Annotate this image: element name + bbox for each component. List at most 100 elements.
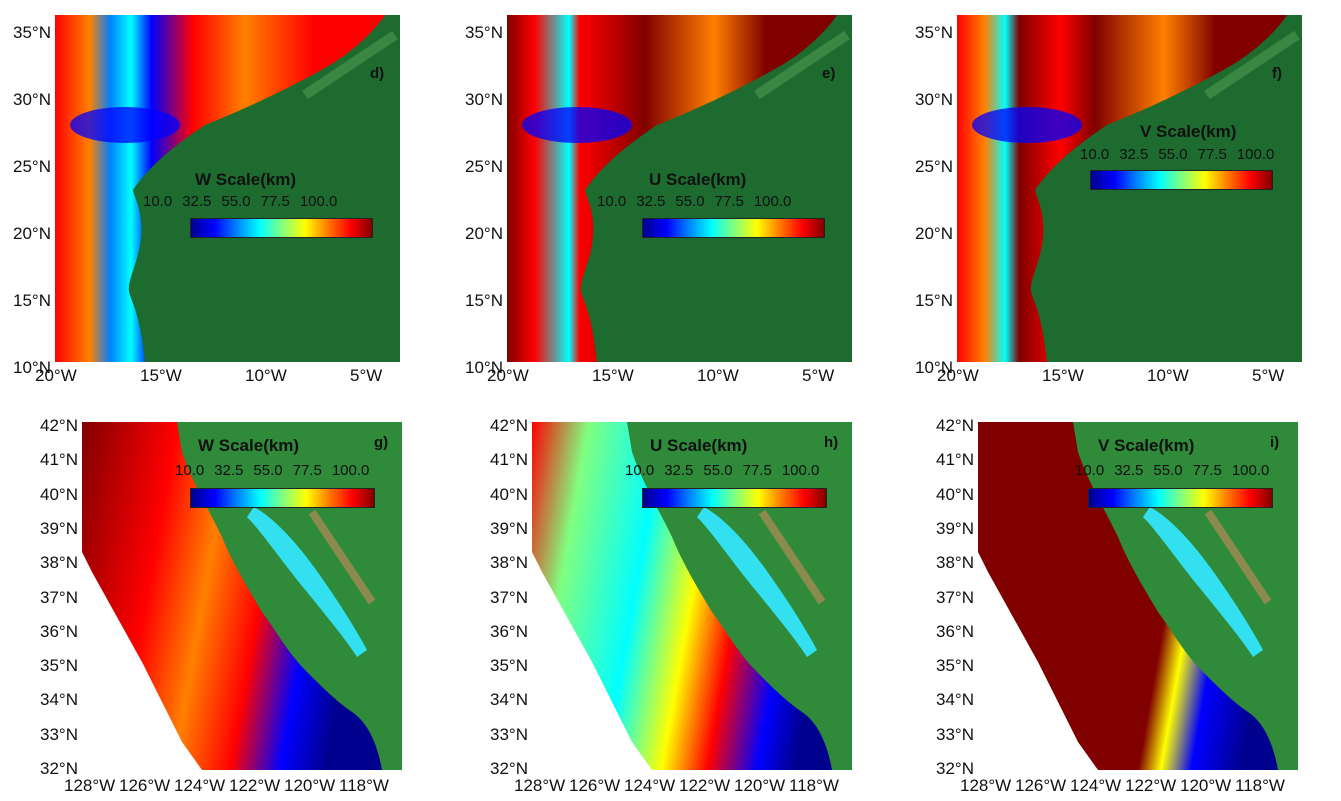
latitude-label: 30°N [915,90,953,109]
longitude-label: 122°W [229,776,281,795]
colorbar-title: W Scale(km) [198,436,300,455]
map-overlay [532,422,852,770]
colorbar-tick-label: 100.0 [1231,462,1270,479]
colorbar-tick-labels: 10.0 32.5 55.0 77.5 100.0 [597,193,791,210]
map-area [978,422,1298,770]
map-area [55,15,400,362]
map-overlay [70,15,400,362]
latitude-label: 25°N [915,157,953,176]
colorbar-tick-label: 100.0 [331,462,370,479]
colorbar-tick-label: 77.5 [292,462,322,479]
terrain-ridge [754,30,850,100]
longitude-label: 118°W [789,776,839,795]
sierra-terrain [308,509,376,605]
longitude-label: 128°W [514,776,566,795]
latitude-label: 42°N [490,416,528,435]
colorbar-tick-label: 10.0 [597,193,627,210]
central-valley [697,507,817,657]
colorbar-tick-label: 32.5 [182,193,212,210]
latitude-label: 20°N [915,224,953,243]
latitude-label: 40°N [490,484,528,504]
low-scale-feature [70,107,180,143]
longitude-label: 20°W [487,366,529,385]
colorbar-tick-label: 55.0 [253,462,283,479]
latitude-label: 41°N [490,450,528,470]
colorbar-title: W Scale(km) [195,170,297,189]
colorbar-tick-label: 100.0 [1236,146,1275,163]
panel-tag: d) [370,65,385,82]
latitude-label: 40°N [40,484,78,504]
latitude-label: 10°N [465,358,503,377]
landmass [128,15,400,362]
longitude-label: 5°W [1252,366,1285,385]
latitude-label: 33°N [936,724,974,744]
latitude-label: 34°N [936,690,974,710]
colorbar-title: V Scale(km) [1098,436,1195,455]
colorbar-tick-label: 32.5 [214,462,244,479]
colorbar [190,218,373,238]
latitude-label: 37°N [490,587,528,607]
latitude-label: 30°N [13,90,51,109]
longitude-label: 15°W [140,366,182,385]
panel-tag: f) [1272,65,1282,82]
colorbar-tick-label: 77.5 [714,193,744,210]
colorbar-tick-label: 77.5 [1197,146,1227,163]
latitude-label: 32°N [936,759,974,778]
latitude-label: 25°N [13,157,51,176]
colorbar [190,488,375,508]
latitude-label: 15°N [465,291,503,310]
no-data-region [532,552,652,770]
latitude-label: 41°N [936,450,974,470]
colorbar-tick-label: 77.5 [260,193,290,210]
longitude-label: 10°W [697,366,739,385]
colorbar-tick-label: 77.5 [1192,462,1222,479]
colorbar [1090,170,1273,190]
latitude-label: 36°N [40,621,78,641]
colorbar-tick-label: 100.0 [753,193,792,210]
colorbar-tick-label: 10.0 [1080,146,1110,163]
latitude-label: 37°N [936,587,974,607]
longitude-label: 10°W [1147,366,1189,385]
latitude-label: 37°N [40,587,78,607]
colorbar-tick-label: 55.0 [1158,146,1188,163]
colorbar-tick-label: 32.5 [664,462,694,479]
latitude-label: 35°N [13,23,51,42]
panel-tag: i) [1270,434,1280,451]
map-area [532,422,852,770]
latitude-label: 35°N [936,656,974,676]
latitude-label: 10°N [13,358,51,377]
terrain-ridge [302,30,398,100]
latitude-label: 38°N [40,553,78,573]
longitude-label: 124°W [624,776,676,795]
low-scale-feature [972,107,1082,143]
latitude-label: 33°N [40,724,78,744]
central-valley [1143,507,1263,657]
map-overlay [82,422,402,770]
colorbar-title: U Scale(km) [649,170,747,189]
colorbar-tick-label: 55.0 [1153,462,1183,479]
longitude-label: 120°W [284,776,336,795]
latitude-label: 38°N [490,553,528,573]
colorbar-tick-label: 10.0 [175,462,205,479]
colorbar-tick-label: 100.0 [781,462,820,479]
latitude-label: 35°N [915,23,953,42]
latitude-label: 33°N [490,724,528,744]
colorbar-tick-labels: 10.0 32.5 55.0 77.5 100.0 [1080,146,1274,163]
latitude-label: 35°N [465,23,503,42]
longitude-label: 15°W [1042,366,1084,385]
longitude-label: 126°W [569,776,621,795]
map-area [82,422,402,770]
colorbar-tick-label: 100.0 [299,193,338,210]
latitude-label: 15°N [915,291,953,310]
latitude-label: 32°N [40,759,78,778]
longitude-label: 122°W [679,776,731,795]
panel-tag: g) [374,434,389,451]
latitude-label: 39°N [40,518,78,538]
longitude-label: 124°W [174,776,226,795]
latitude-label: 41°N [40,450,78,470]
longitude-label: 118°W [339,776,389,795]
latitude-label: 35°N [490,656,528,676]
colorbar-tick-label: 55.0 [221,193,251,210]
latitude-label: 34°N [40,690,78,710]
no-data-region [82,552,202,770]
